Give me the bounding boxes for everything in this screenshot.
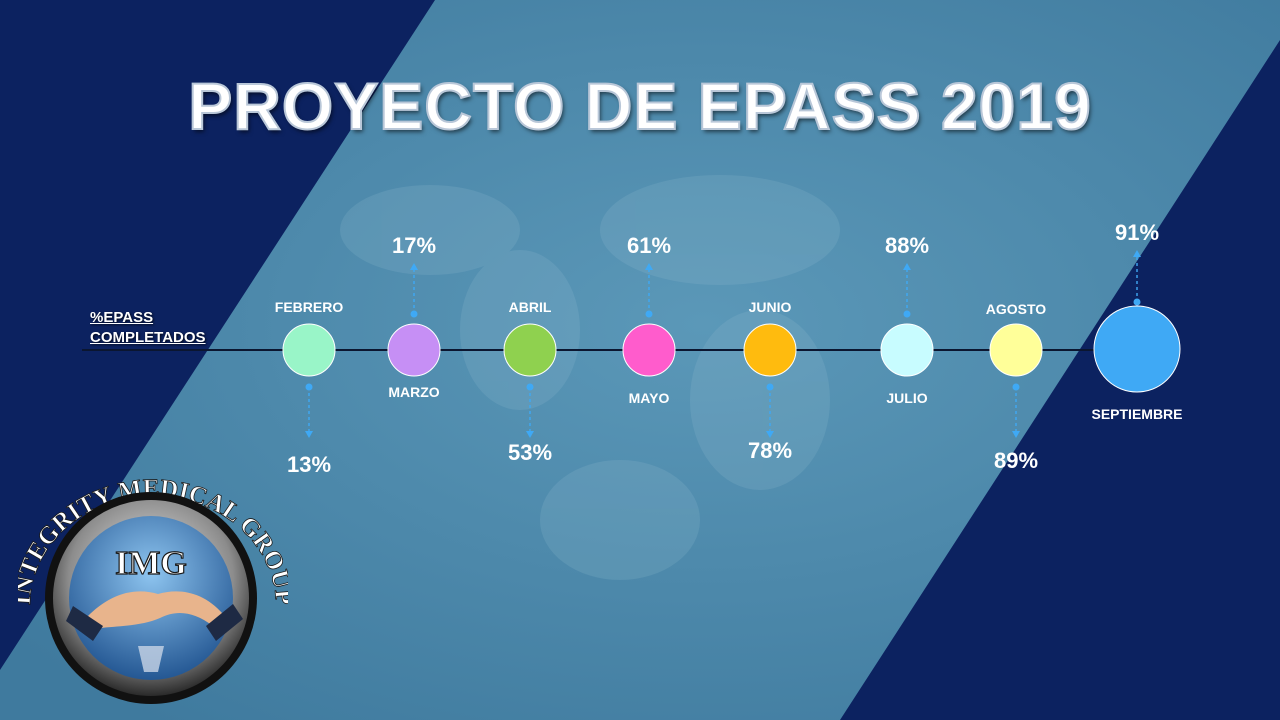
logo-monogram: IMG xyxy=(115,545,187,582)
timeline-marks: FEBRERO 13% MARZO 17% ABRIL 53% MAYO 61% JUNIO 78… xyxy=(275,220,1183,477)
month-label: JULIO xyxy=(886,390,927,406)
value-label: 13% xyxy=(287,452,331,477)
value-label: 53% xyxy=(508,440,552,465)
page-title: PROYECTO DE EPASS 2019 xyxy=(187,68,1092,144)
month-label: AGOSTO xyxy=(986,301,1047,317)
month-label: FEBRERO xyxy=(275,299,344,315)
row-label-line-1: %EPASS xyxy=(90,309,154,326)
row-label: %EPASS COMPLETADOS xyxy=(90,308,250,348)
month-label: MARZO xyxy=(388,384,439,400)
value-label: 17% xyxy=(392,233,436,258)
month-marker-febrero xyxy=(282,323,336,377)
month-marker-junio xyxy=(743,323,797,377)
value-label: 88% xyxy=(885,233,929,258)
month-label: JUNIO xyxy=(749,299,792,315)
month-marker-mayo xyxy=(622,323,676,377)
month-label: ABRIL xyxy=(509,299,552,315)
row-label-line-2: COMPLETADOS xyxy=(90,329,206,346)
month-marker-marzo xyxy=(387,323,441,377)
value-label: 78% xyxy=(748,438,792,463)
month-marker-abril xyxy=(503,323,557,377)
pointer-arrowhead xyxy=(410,263,418,270)
month-marker-septiembre xyxy=(1093,305,1181,393)
month-marker-julio xyxy=(880,323,934,377)
pointer-arrowhead xyxy=(766,431,774,438)
pointer-arrowhead xyxy=(645,263,653,270)
pointer-arrowhead xyxy=(903,263,911,270)
value-label: 89% xyxy=(994,448,1038,473)
pointer-arrowhead xyxy=(1012,431,1020,438)
pointer-arrowhead xyxy=(1133,250,1141,257)
company-logo: INTEGRITY MEDICAL GROUP IMG xyxy=(18,476,288,704)
value-label: 61% xyxy=(627,233,671,258)
pointer-arrowhead xyxy=(526,431,534,438)
month-label: SEPTIEMBRE xyxy=(1091,406,1182,422)
month-label: MAYO xyxy=(629,390,670,406)
month-marker-agosto xyxy=(989,323,1043,377)
pointer-arrowhead xyxy=(305,431,313,438)
handshake-icon xyxy=(66,591,243,672)
value-label: 91% xyxy=(1115,220,1159,245)
